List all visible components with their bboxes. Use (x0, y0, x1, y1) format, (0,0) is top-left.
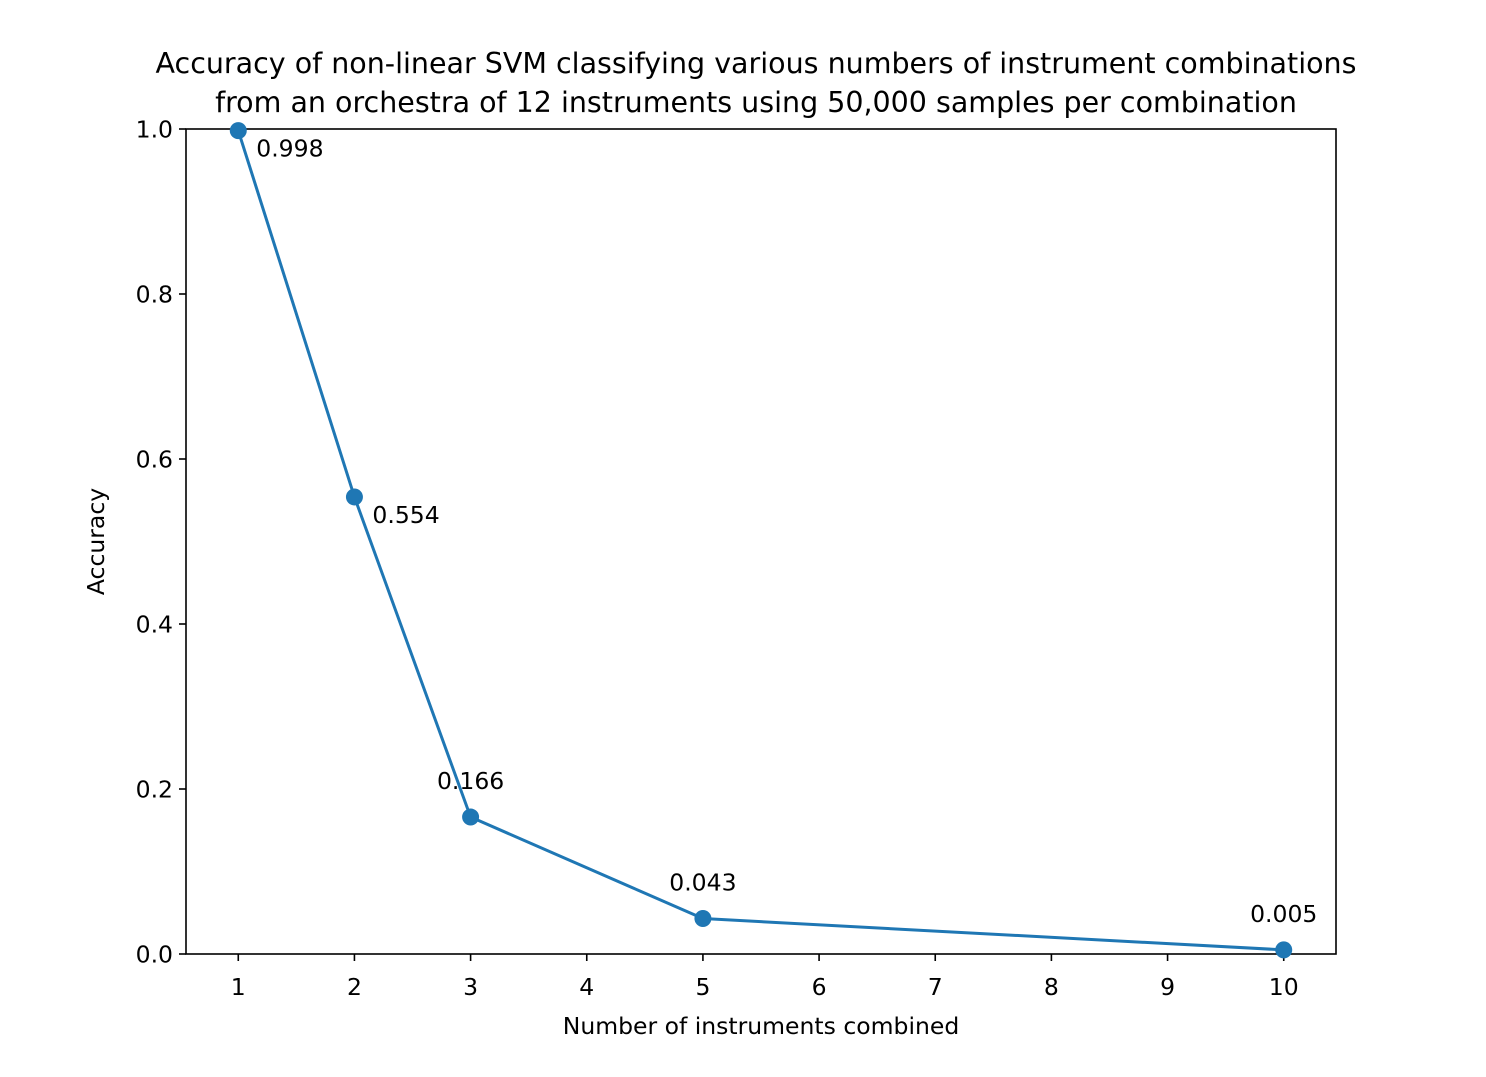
y-tick-label: 0.6 (136, 446, 173, 474)
y-tick-label: 0.4 (136, 611, 173, 639)
data-label: 0.554 (372, 501, 439, 529)
x-tick-label: 6 (812, 973, 827, 1001)
x-tick-label: 3 (463, 973, 478, 1001)
x-tick-label: 8 (1044, 973, 1059, 1001)
y-tick-label: 0.8 (136, 281, 173, 309)
x-tick-label: 4 (579, 973, 594, 1001)
data-point (462, 808, 480, 826)
y-axis-label: Accuracy (82, 488, 110, 595)
x-axis-label: Number of instruments combined (563, 1012, 960, 1040)
x-tick-label: 1 (231, 973, 246, 1001)
data-point (1275, 941, 1293, 959)
data-point (694, 910, 712, 928)
data-point (229, 122, 247, 140)
series-line (236, 129, 1286, 952)
data-label: 0.998 (256, 135, 323, 163)
plot-frame (185, 128, 1337, 955)
x-tick-label: 2 (347, 973, 362, 1001)
x-tick-label: 5 (695, 973, 710, 1001)
x-tick-label: 10 (1269, 973, 1299, 1001)
x-tick-label: 7 (928, 973, 943, 1001)
chart-title-line: from an orchestra of 12 instruments usin… (215, 86, 1297, 119)
y-tick-label: 0.2 (136, 776, 173, 804)
data-label: 0.166 (437, 767, 504, 795)
data-label: 0.043 (669, 869, 736, 897)
data-label: 0.005 (1250, 900, 1317, 928)
x-tick-label: 9 (1160, 973, 1175, 1001)
data-point (345, 488, 363, 506)
y-tick-label: 0.0 (136, 941, 173, 969)
y-tick-label: 1.0 (136, 116, 173, 144)
chart-title-line: Accuracy of non-linear SVM classifying v… (156, 47, 1357, 80)
